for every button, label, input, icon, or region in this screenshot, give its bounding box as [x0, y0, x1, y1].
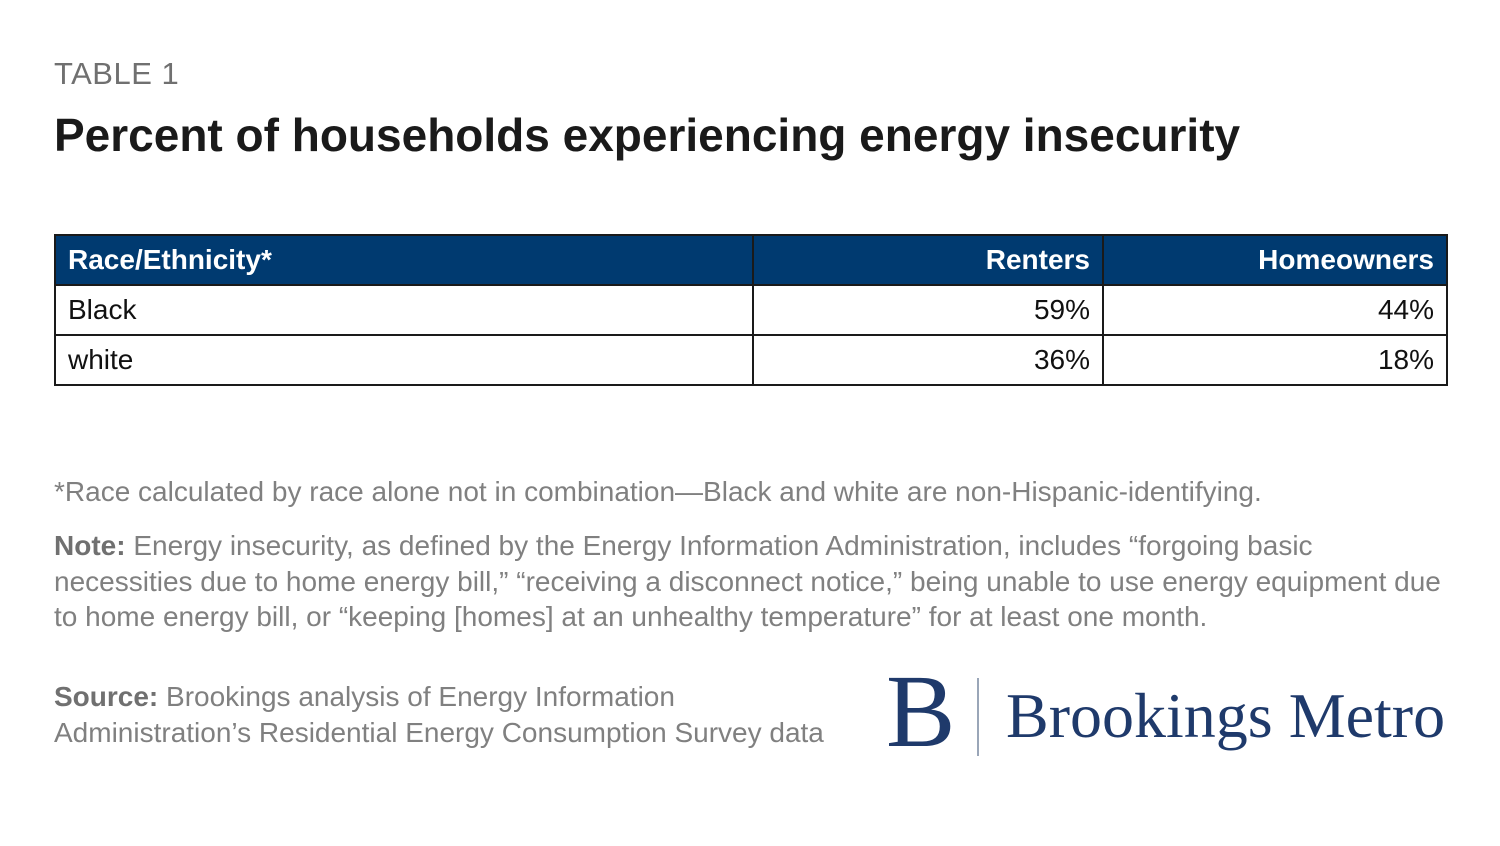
source-label: Source: — [54, 681, 159, 712]
source: Source: Brookings analysis of Energy Inf… — [54, 679, 854, 750]
source-text: Brookings analysis of Energy Information… — [54, 681, 824, 748]
logo-divider — [977, 678, 979, 756]
header-row: Race/Ethnicity* Renters Homeowners — [54, 234, 1448, 286]
logo-text: Brookings Metro — [1006, 680, 1446, 751]
table-row: white 36% 18% — [54, 334, 1448, 386]
note: Note: Energy insecurity, as defined by t… — [54, 528, 1454, 635]
note-label: Note: — [54, 530, 126, 561]
note-text: Energy insecurity, as defined by the Ene… — [54, 530, 1441, 632]
table-head: Race/Ethnicity* Renters Homeowners — [54, 234, 1448, 286]
cell: 44% — [1102, 284, 1448, 336]
table-row: Black 59% 44% — [54, 284, 1448, 336]
title: Percent of households experiencing energ… — [54, 109, 1241, 161]
column-header: Renters — [752, 234, 1104, 286]
cell: 36% — [752, 334, 1104, 386]
column-header: Race/Ethnicity* — [54, 234, 754, 286]
cell: 59% — [752, 284, 1104, 336]
column-header: Homeowners — [1102, 234, 1448, 286]
cell: 18% — [1102, 334, 1448, 386]
footnote: *Race calculated by race alone not in co… — [54, 476, 1262, 507]
table-body: Black 59% 44% white 36% 18% — [54, 284, 1448, 386]
logo-mark: B — [886, 654, 956, 769]
row-label: Black — [54, 284, 754, 336]
table-label: TABLE 1 — [54, 56, 180, 91]
row-label: white — [54, 334, 754, 386]
data-table: Race/Ethnicity* Renters Homeowners Black… — [54, 234, 1448, 386]
